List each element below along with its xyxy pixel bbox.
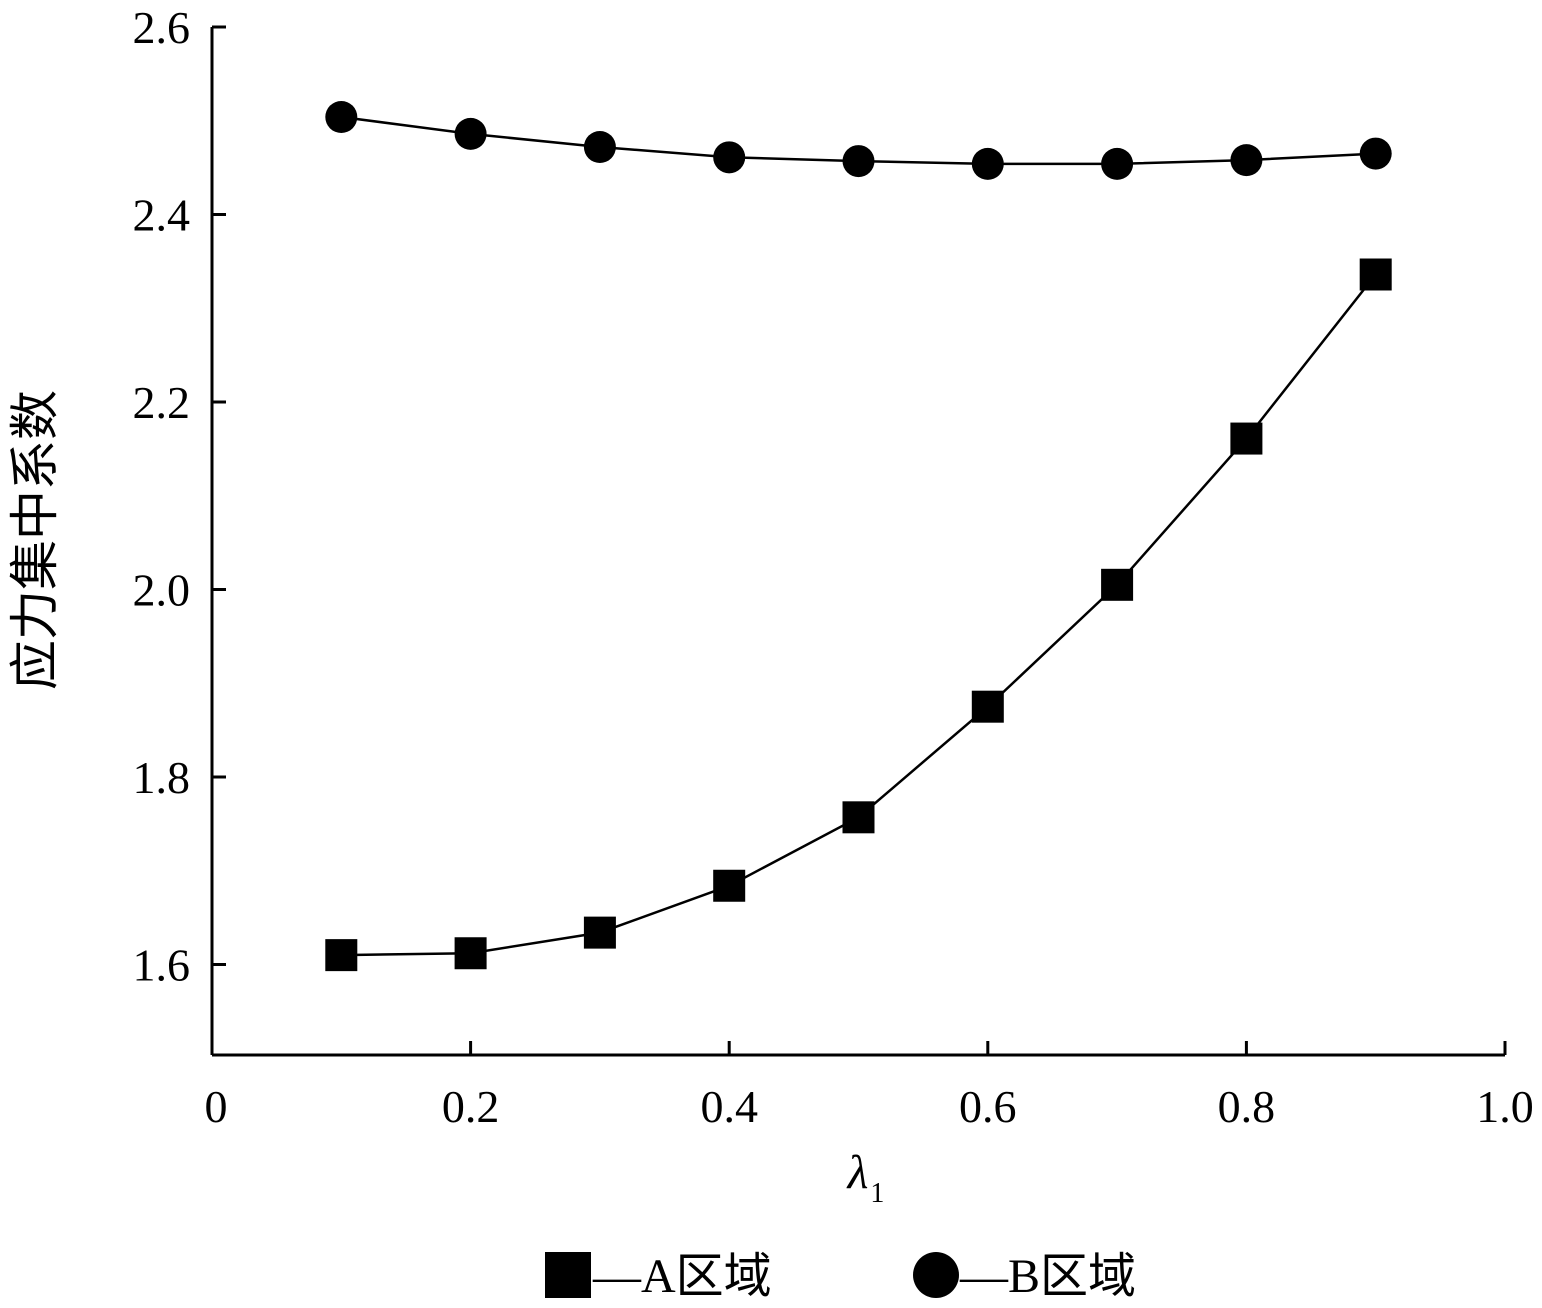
ticks: 0 0.2 0.4 0.6 0.8 1.0 1.6 1.8 2.0 2.2 2.4 2.6: [133, 2, 1534, 1132]
y-tick-label: 1.6: [133, 940, 191, 991]
data-point-circle: [971, 147, 1004, 180]
legend-marker-square: [545, 1252, 591, 1298]
data-point-square: [1230, 422, 1263, 455]
y-tick-label: 1.8: [133, 752, 191, 803]
data-point-circle: [1359, 137, 1392, 170]
data-point-square: [1101, 568, 1134, 601]
y-tick-label: 2.0: [133, 565, 191, 616]
data-point-circle: [325, 101, 358, 133]
series-line: [341, 273, 1377, 957]
data-point-circle: [454, 117, 487, 150]
data-point-square: [842, 801, 875, 834]
data-point-square: [583, 916, 616, 949]
legend-marker-circle: [913, 1252, 959, 1298]
data-point-square: [713, 869, 746, 902]
axes: [210, 27, 1505, 1057]
data-point-square: [454, 937, 487, 970]
data-point-circle: [1101, 147, 1134, 180]
y-tick-label: 2.4: [133, 190, 191, 241]
x-tick-label: 0.8: [1218, 1081, 1276, 1132]
data-point-circle: [842, 145, 875, 178]
legend: —A区域 —B区域: [545, 1250, 1136, 1303]
x-tick-label: 0.6: [959, 1081, 1017, 1132]
x-tick-label: 0.4: [700, 1081, 758, 1132]
data-point-square: [325, 939, 358, 972]
series-2: [325, 101, 1392, 180]
legend-item: —A区域: [545, 1250, 772, 1303]
x-axis-label: λ1: [846, 1146, 885, 1209]
series-layer: [325, 101, 1392, 972]
series-1: [325, 258, 1392, 972]
y-tick-label: 2.2: [133, 377, 191, 428]
data-point-square: [1359, 258, 1392, 291]
y-tick-label: 2.6: [133, 2, 191, 53]
x-axis-label-main: λ: [846, 1146, 869, 1199]
legend-label: —A区域: [592, 1250, 772, 1303]
x-tick-label: 0: [205, 1081, 228, 1132]
data-point-circle: [713, 141, 746, 174]
legend-item: —B区域: [913, 1250, 1136, 1303]
y-axis-label: 应力集中系数: [6, 390, 64, 690]
legend-label: —B区域: [959, 1250, 1136, 1303]
data-point-circle: [583, 131, 616, 163]
data-point-circle: [1230, 144, 1263, 177]
x-tick-label: 0.2: [442, 1081, 500, 1132]
x-axis-label-subscript: 1: [870, 1178, 884, 1209]
x-tick-label: 1.0: [1476, 1081, 1534, 1132]
data-point-square: [971, 690, 1004, 723]
